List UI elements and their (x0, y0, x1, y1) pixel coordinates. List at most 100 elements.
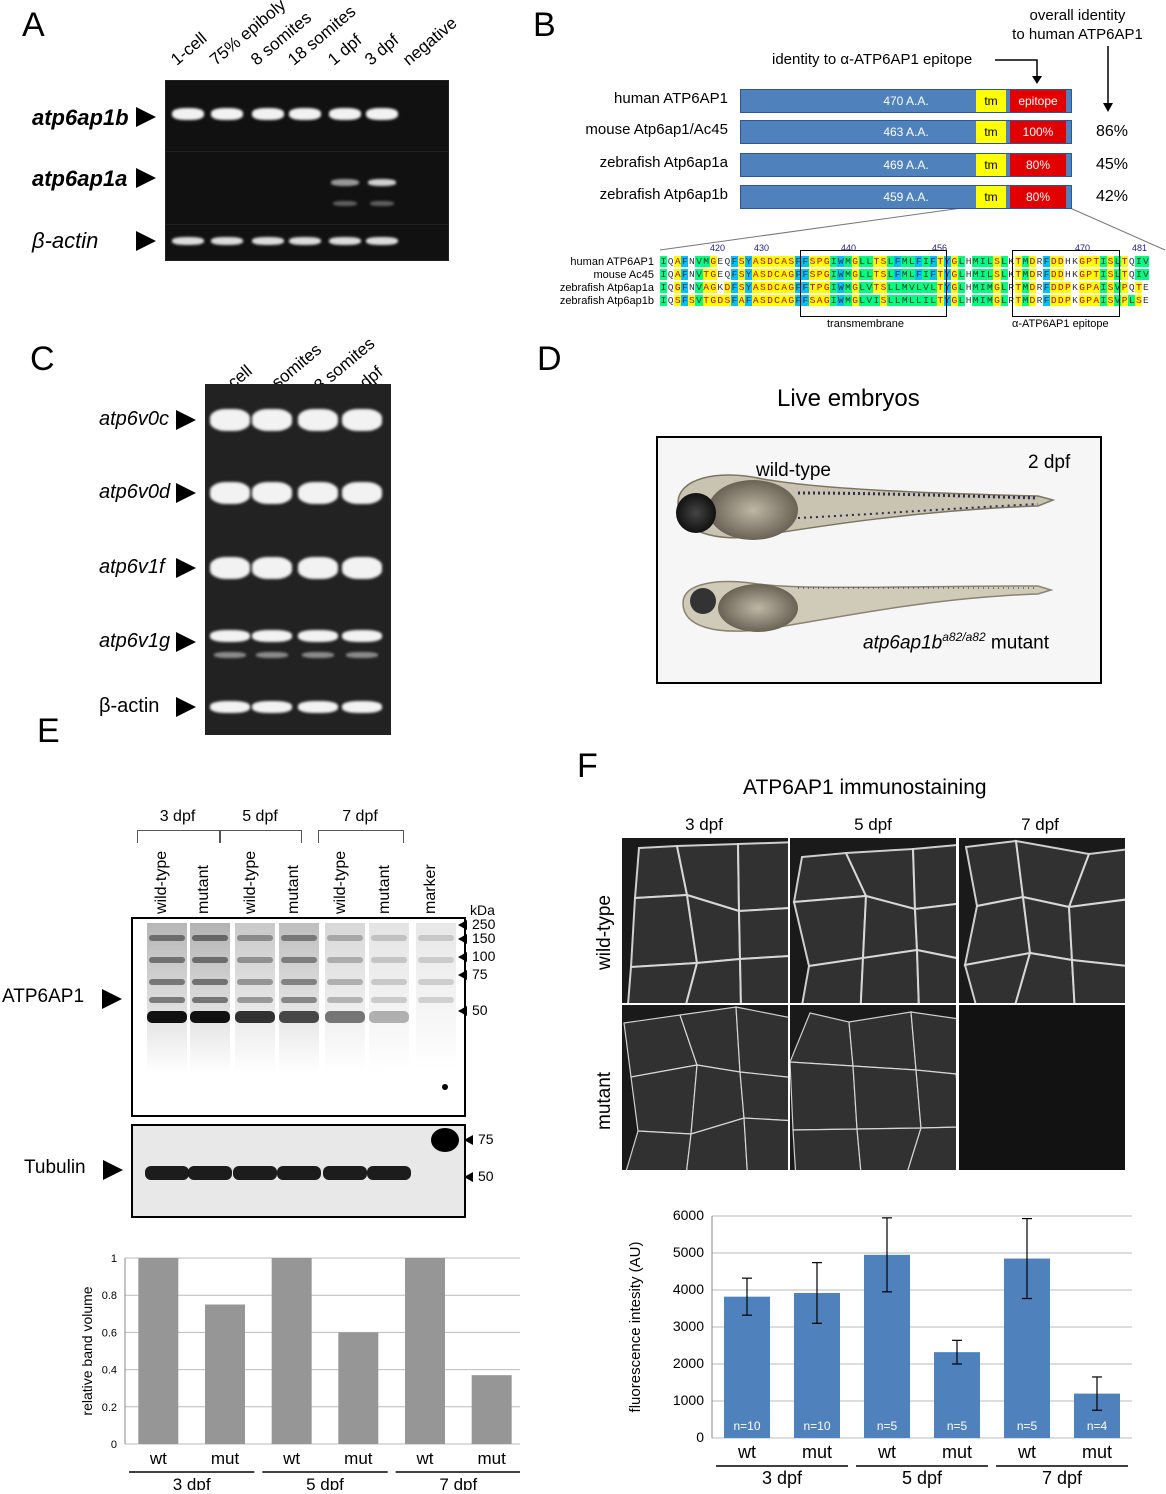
n-label: n=5 (1017, 1419, 1038, 1433)
gel-band (172, 108, 204, 120)
cell-boundary (1014, 951, 1076, 1003)
gel-band (252, 108, 284, 120)
marker-label: 150 (472, 930, 496, 946)
bar (471, 1375, 512, 1444)
protein-name: zebrafish Atp6ap1a (599, 154, 728, 171)
marker-arrow-icon (458, 970, 467, 980)
transmembrane-label: transmembrane (827, 318, 905, 330)
alignment-position-tick: 456 (932, 243, 948, 253)
n-label: n=10 (733, 1419, 760, 1433)
category-label: wt (877, 1442, 896, 1462)
cell-boundary (739, 1071, 788, 1122)
gel-band (211, 108, 243, 120)
cell-boundary (792, 894, 868, 968)
cell-boundary (686, 1117, 748, 1170)
arrow-icon (103, 1160, 123, 1180)
cell-boundary (735, 1006, 788, 1078)
gel-band (366, 237, 398, 245)
arrow-icon (176, 410, 196, 430)
micrograph (622, 1005, 788, 1170)
embryo-drawing (676, 474, 1056, 632)
lane-label-text: wild-type (153, 850, 170, 914)
category-label: mut (802, 1442, 832, 1462)
bar (271, 1258, 312, 1444)
row-label-atp6v0d: atp6v0d (99, 481, 171, 503)
gel-band (298, 700, 338, 713)
category-label: mut (344, 1449, 373, 1468)
blot-band (149, 997, 185, 1003)
lane-label: wild-type (153, 842, 173, 914)
blot-band (327, 997, 363, 1003)
blot-band-atp6ap1 (369, 1011, 409, 1023)
cell-boundary (964, 839, 1025, 908)
category-label: mut (211, 1449, 240, 1468)
cell-boundary (629, 893, 699, 969)
lane-label-text: mutant (376, 865, 393, 914)
alignment-species-name: zebrafish Atp6ap1a (559, 282, 654, 294)
arrow-icon (176, 632, 196, 652)
blot-band (237, 935, 273, 941)
cell-boundary (859, 948, 920, 1003)
n-label: n=4 (1087, 1419, 1108, 1433)
y-axis-label: fluorescence intesity (AU) (627, 1242, 644, 1413)
n-label: n=5 (947, 1419, 968, 1433)
cell-boundary (625, 1130, 692, 1170)
gel-band (252, 409, 292, 431)
row-label-atp6v1g: atp6v1g (99, 630, 171, 652)
blot-band (237, 997, 273, 1003)
blot-band-tubulin (145, 1166, 189, 1180)
epitope-box (1012, 250, 1120, 317)
y-tick-label: 1000 (673, 1392, 704, 1408)
mutant-label: atp6ap1ba82/a82 mutant (863, 630, 1050, 654)
y-tick-label: 3000 (673, 1318, 704, 1334)
gel-band (342, 409, 382, 431)
lane-label-text: wild-type (242, 850, 259, 914)
micrograph (790, 1005, 956, 1170)
cell-outline-drawing (627, 841, 788, 1003)
cell-outline-drawing (792, 844, 956, 1003)
alignment-species-name: human ATP6AP1 (570, 256, 654, 268)
blot-band (327, 979, 363, 985)
y-tick-label: 4000 (673, 1281, 704, 1297)
row-label-mutant: mutant (594, 1071, 615, 1130)
lane-label-text: marker (422, 864, 439, 914)
gel-band (370, 201, 394, 206)
micrograph (622, 838, 788, 1003)
blot-band (371, 979, 407, 985)
category-label: wt (737, 1442, 756, 1462)
cell-boundary (1067, 898, 1125, 967)
blot-atp6ap1-drawing (147, 923, 456, 1090)
lane-label: wild-type (332, 842, 352, 914)
panel-d-title: Live embryos (777, 385, 920, 412)
y-tick-label: 1 (111, 1253, 117, 1265)
blot-band (418, 979, 454, 985)
col-label: 7 dpf (1021, 815, 1059, 834)
group-label: 3 dpf (159, 808, 196, 825)
blot-band (327, 935, 363, 941)
cell-boundary (907, 1126, 956, 1170)
blot-band-atp6ap1 (235, 1011, 275, 1023)
arrow-icon (102, 989, 122, 1009)
blot-band-atp6ap1 (279, 1011, 319, 1023)
bar (724, 1296, 770, 1438)
epitope-domain: 80% (1010, 154, 1066, 176)
chart-relative-band-volume: 0 0.2 0.4 0.6 0.8 1 relative band volume wt mut w… (79, 1253, 520, 1490)
blot-band-atp6ap1 (190, 1011, 230, 1023)
blot-band (371, 957, 407, 963)
blot-band (418, 935, 454, 941)
gel-band (302, 652, 334, 658)
group-label: 5 dpf (242, 808, 278, 825)
panel-f-letter: F (577, 747, 598, 785)
group-label: 7 dpf (1042, 1468, 1083, 1488)
marker-arrow-icon (458, 934, 467, 944)
blot-band-tubulin (188, 1166, 232, 1180)
gel-band (252, 700, 292, 713)
tm-domain: tm (976, 186, 1006, 208)
gel-band (256, 652, 288, 658)
chart-fluorescence-intensity: 0 1000 2000 3000 4000 5000 6000 fluorescence in… (627, 1207, 1132, 1488)
gel-band (368, 179, 396, 186)
cell-boundary (630, 1064, 698, 1135)
blot-band (418, 957, 454, 963)
gel-band (210, 482, 250, 504)
cell-boundary (738, 955, 788, 1003)
